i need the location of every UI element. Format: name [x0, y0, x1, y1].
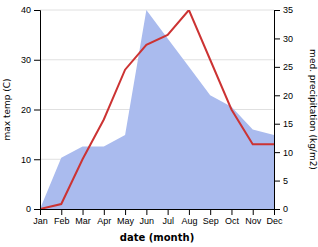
tick-label: 10: [21, 155, 31, 165]
tick-label: 20: [21, 105, 31, 115]
tick: 15: [274, 119, 293, 129]
chart: JanFebMarAprMayJunJulAugSepOctNovDec0102…: [0, 0, 318, 247]
tick: 5: [274, 176, 288, 186]
axis-line: [34, 11, 41, 210]
plot: JanFebMarAprMayJunJulAugSepOctNovDec0102…: [21, 5, 293, 226]
tick-label: 20: [283, 91, 293, 101]
tick-label: 0: [283, 204, 288, 214]
tick: Feb: [54, 209, 70, 226]
tick-mark: [34, 209, 40, 210]
tick: Mar: [75, 209, 91, 226]
tick-mark: [274, 209, 280, 210]
line: [40, 10, 274, 209]
y-axis-title: max temp (C): [2, 78, 12, 140]
tick-label: 30: [21, 55, 31, 65]
tick-mark: [274, 181, 280, 182]
tick: Nov: [245, 209, 262, 226]
y-axis: 0 10 20 30 40: [21, 5, 41, 214]
tick: 20: [274, 91, 293, 101]
tick: May: [117, 209, 135, 226]
tick-label: 0: [26, 204, 31, 214]
grid: [40, 10, 274, 209]
tick-label: Jan: [33, 216, 48, 226]
tick-mark: [83, 209, 84, 215]
y2-axis: 0 5 10 15 20 25 30 35: [274, 5, 293, 214]
tick-label: 40: [21, 5, 31, 15]
tick: 10: [274, 148, 293, 158]
tick-mark: [274, 152, 280, 153]
tick-mark: [125, 209, 126, 215]
y2-axis-title: med. precipitation (kg/m2): [308, 49, 318, 170]
tick: Oct: [225, 209, 240, 226]
tick-mark: [274, 67, 280, 68]
tick-mark: [168, 209, 169, 215]
tick-label: 30: [283, 34, 293, 44]
tick-mark: [189, 209, 190, 215]
tick-mark: [34, 60, 40, 61]
tick-mark: [231, 209, 232, 215]
axis-line: [41, 210, 275, 216]
tick-mark: [34, 159, 40, 160]
tick-label: Sep: [203, 216, 219, 226]
tick-mark: [210, 209, 211, 215]
tick-label: Aug: [181, 216, 197, 226]
tick-label: Dec: [266, 216, 283, 226]
tick: Apr: [97, 209, 111, 226]
x-axis: Jan Feb Mar Apr May Jun Jul Aug Sep Oct Nov Dec: [33, 209, 283, 226]
tick: Aug: [181, 209, 197, 226]
tick: 30: [274, 34, 293, 44]
tick-mark: [274, 95, 280, 96]
tick-mark: [274, 38, 280, 39]
tick-mark: [146, 209, 147, 215]
tick-label: Nov: [245, 216, 262, 226]
tick-mark: [274, 124, 280, 125]
tick-label: 25: [283, 62, 293, 72]
tick: Jul: [162, 209, 174, 226]
tick-label: Oct: [225, 216, 240, 226]
tick-label: 15: [283, 119, 293, 129]
tick-label: 10: [283, 148, 293, 158]
tick: 10: [21, 155, 40, 165]
tick-label: Feb: [54, 216, 70, 226]
x-axis-title: date (month): [120, 232, 194, 243]
tick-label: 35: [283, 5, 293, 15]
tick: 0: [26, 204, 40, 214]
tick: Dec: [266, 209, 283, 226]
tick-mark: [253, 209, 254, 215]
tick: 30: [21, 55, 40, 65]
area: [40, 10, 274, 209]
tick-mark: [274, 10, 280, 11]
tick-label: 5: [283, 176, 288, 186]
tick-label: Jul: [162, 216, 174, 226]
tick-label: May: [117, 216, 135, 226]
tick: Sep: [203, 209, 219, 226]
tick-label: Apr: [97, 216, 111, 226]
axis-line: [275, 11, 281, 210]
tick-label: Mar: [75, 216, 91, 226]
tick: Jan: [33, 209, 48, 226]
tick-mark: [104, 209, 105, 215]
tick-mark: [61, 209, 62, 215]
tick: 25: [274, 62, 293, 72]
tick: 20: [21, 105, 40, 115]
tick-mark: [34, 110, 40, 111]
tick: 40: [21, 5, 40, 15]
grid-line: [40, 10, 274, 11]
tick-label: Jun: [140, 216, 155, 226]
marks: [40, 10, 274, 209]
tick: Jun: [140, 209, 155, 226]
tick: 35: [274, 5, 293, 15]
tick-mark: [34, 10, 40, 11]
tick: 0: [274, 204, 288, 214]
